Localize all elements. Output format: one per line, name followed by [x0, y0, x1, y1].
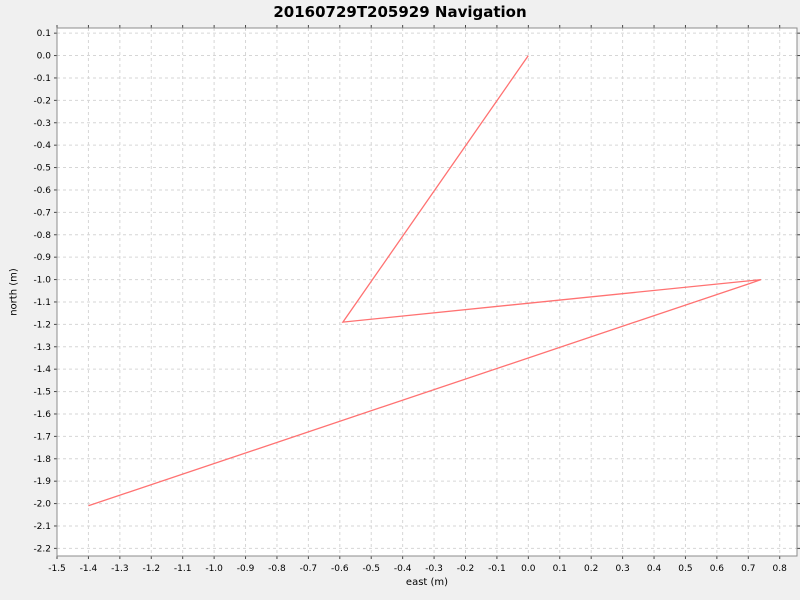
x-tick-label: 0.1	[553, 564, 567, 574]
y-tick-label: -2.0	[33, 500, 51, 510]
x-tick-label: -0.8	[268, 564, 286, 574]
x-tick-label: -1.0	[205, 564, 223, 574]
y-tick-label: -1.9	[33, 477, 51, 487]
x-tick-label: 0.7	[741, 564, 755, 574]
x-tick-label: 0.4	[647, 564, 662, 574]
x-tick-label: -1.2	[142, 564, 160, 574]
x-tick-label: -0.5	[362, 564, 380, 574]
y-tick-label: -1.5	[33, 388, 51, 398]
y-tick-label: -0.3	[33, 119, 51, 129]
y-tick-label: -1.7	[33, 432, 51, 442]
y-tick-label: -1.8	[33, 455, 51, 465]
y-tick-label: 0.1	[37, 29, 51, 39]
y-tick-label: -2.2	[33, 544, 51, 554]
x-tick-label: -0.9	[237, 564, 255, 574]
x-tick-label: 0.6	[710, 564, 725, 574]
x-tick-label: -0.6	[331, 564, 349, 574]
x-tick-label: 0.3	[615, 564, 629, 574]
x-tick-label: -1.5	[48, 564, 66, 574]
y-tick-label: -1.0	[33, 276, 51, 286]
y-tick-label: -0.6	[33, 186, 51, 196]
x-tick-label: -0.2	[457, 564, 475, 574]
y-tick-label: -0.5	[33, 164, 51, 174]
x-tick-label: 0.5	[678, 564, 692, 574]
y-tick-label: -1.2	[33, 320, 51, 330]
x-tick-label: -0.3	[425, 564, 443, 574]
y-tick-label: -0.2	[33, 96, 51, 106]
y-tick-label: -1.1	[33, 298, 51, 308]
x-tick-label: -0.7	[300, 564, 318, 574]
y-tick-label: -0.7	[33, 208, 51, 218]
y-tick-label: -0.8	[33, 231, 51, 241]
y-tick-label: -1.4	[33, 365, 51, 375]
x-axis-label: east (m)	[405, 577, 449, 588]
y-tick-label: -0.1	[33, 74, 51, 84]
y-tick-label: -0.4	[33, 141, 51, 151]
x-tick-label: 0.8	[773, 564, 788, 574]
y-tick-label: -2.1	[33, 522, 51, 532]
x-tick-label: -1.4	[80, 564, 98, 574]
y-axis-label: north (m)	[8, 268, 20, 316]
x-tick-label: -0.4	[394, 564, 412, 574]
track-line	[88, 55, 762, 507]
x-tick-label: 0.0	[521, 564, 536, 574]
plot-border	[56, 27, 798, 557]
y-tick-label: 0.0	[37, 52, 52, 62]
y-tick-label: -0.9	[33, 253, 51, 263]
x-tick-label: -0.1	[488, 564, 506, 574]
x-tick-label: 0.2	[584, 564, 598, 574]
y-tick-label: -1.3	[33, 343, 51, 353]
x-tick-label: -1.3	[111, 564, 129, 574]
y-tick-label: -1.6	[33, 410, 51, 420]
chart-title: 20160729T205929 Navigation	[273, 3, 527, 21]
x-tick-label: -1.1	[174, 564, 192, 574]
plot-background	[57, 28, 797, 556]
